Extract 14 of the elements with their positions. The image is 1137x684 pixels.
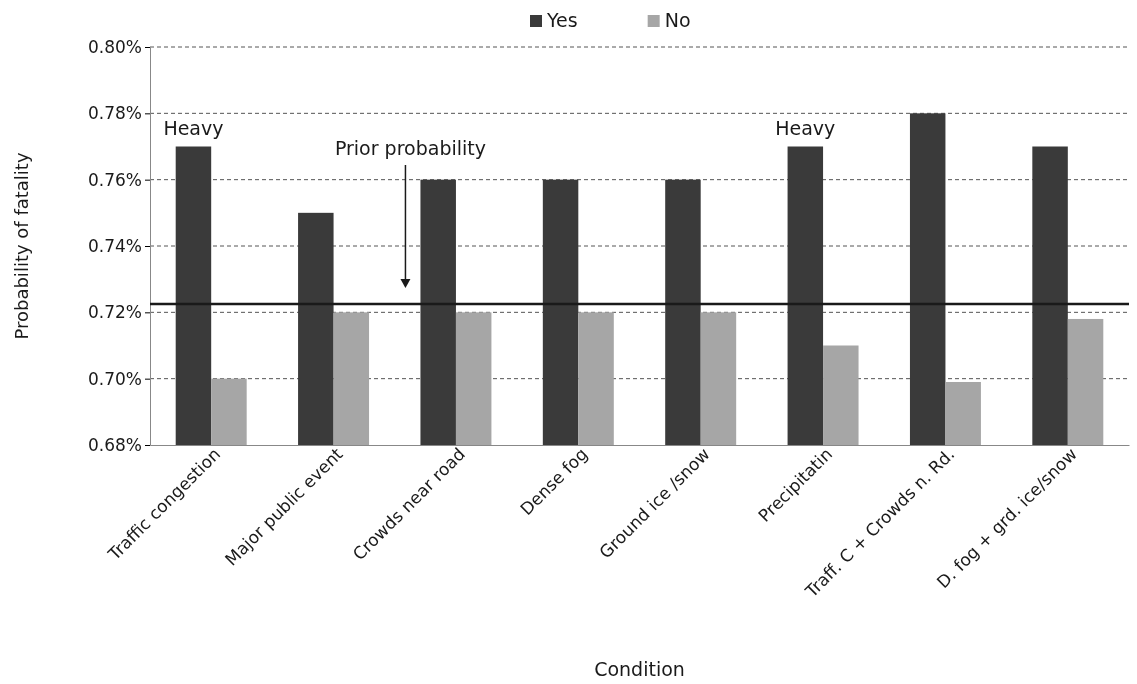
y-tick-label: 0.70% bbox=[87, 368, 142, 389]
legend-label: Yes bbox=[546, 9, 578, 31]
y-tick-label: 0.76% bbox=[87, 169, 142, 190]
y-tick-label: 0.78% bbox=[87, 103, 142, 124]
annotation: Prior probability bbox=[334, 137, 486, 159]
y-tick-label: 0.74% bbox=[87, 235, 142, 256]
x-axis-title: Condition bbox=[594, 658, 685, 680]
y-tick-label: 0.72% bbox=[87, 302, 142, 323]
annotation: Heavy bbox=[775, 116, 836, 139]
y-tick-label: 0.80% bbox=[87, 36, 142, 57]
annotation: Heavy bbox=[163, 116, 224, 139]
y-axis-title: Probability of fatality bbox=[11, 152, 32, 340]
legend-label: No bbox=[664, 9, 691, 31]
y-tick-label: 0.68% bbox=[87, 434, 142, 455]
